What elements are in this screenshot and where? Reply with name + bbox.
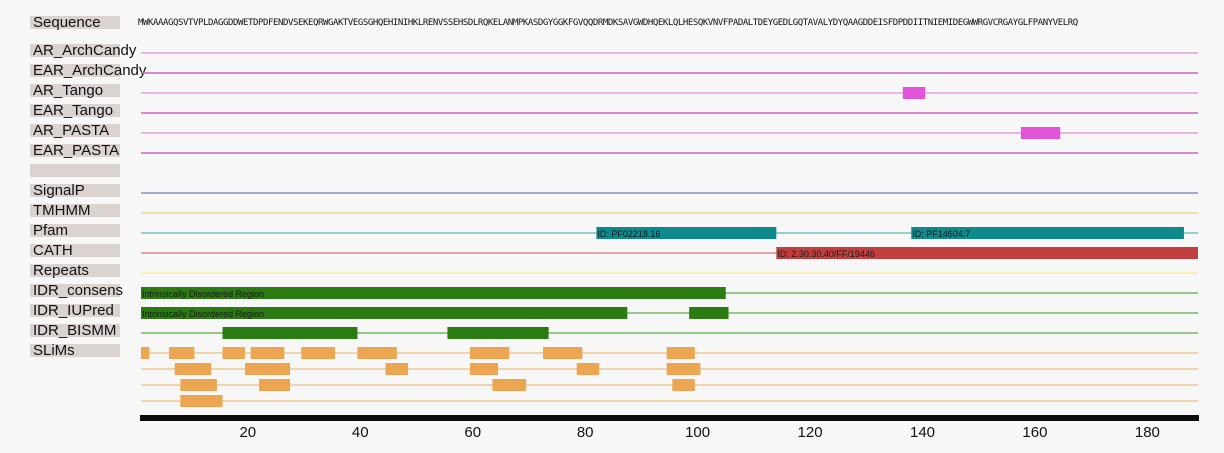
- axis-tick-140: 140: [910, 424, 935, 441]
- slim-0-8[interactable]: [666, 347, 695, 359]
- slim-1-2[interactable]: [385, 363, 409, 375]
- slim-0-5[interactable]: [357, 347, 397, 359]
- sequence-residues: MWKAAAGQSVTVPLDAGGDDWETDPDFENDVSEKEQRWGA…: [138, 18, 1078, 28]
- track-label-ar_tango: AR_Tango: [30, 83, 128, 98]
- feature-label-pfam-1: ID: PF14604.7: [912, 229, 970, 239]
- slim-0-3[interactable]: [250, 347, 285, 359]
- track-label-cath: CATH: [30, 243, 128, 258]
- axis-tick-160: 160: [1022, 424, 1047, 441]
- axis-tick-40: 40: [352, 424, 369, 441]
- axis-tick-80: 80: [577, 424, 594, 441]
- slim-0-7[interactable]: [542, 347, 583, 359]
- feature-idr_bismm-1[interactable]: [447, 327, 549, 339]
- axis-bar: [140, 415, 1199, 421]
- feature-idr_iupred-1[interactable]: [689, 307, 729, 319]
- feature-idr_consens-0[interactable]: [141, 287, 726, 299]
- feature-label-cath-0: ID: 2.30.30.40/FF/19446: [777, 249, 875, 259]
- slim-3-0[interactable]: [180, 395, 223, 407]
- track-label-idr_consens: IDR_consens: [30, 283, 128, 298]
- feature-pfam-0[interactable]: [596, 227, 777, 239]
- track-label-blank: [30, 163, 128, 178]
- feature-ar_tango-0[interactable]: [902, 87, 926, 99]
- track-label-idr_bismm: IDR_BISMM: [30, 323, 128, 338]
- sequence-label: Sequence: [30, 15, 128, 30]
- slim-0-2[interactable]: [222, 347, 246, 359]
- feature-idr_bismm-0[interactable]: [222, 327, 358, 339]
- feature-cath-0[interactable]: [776, 247, 1198, 259]
- track-label-ar_archcandy: AR_ArchCandy: [30, 43, 136, 58]
- axis-tick-100: 100: [685, 424, 710, 441]
- slim-1-0[interactable]: [174, 363, 212, 375]
- slim-2-2[interactable]: [492, 379, 527, 391]
- slim-1-3[interactable]: [469, 363, 499, 375]
- slim-2-3[interactable]: [672, 379, 695, 391]
- track-label-repeats: Repeats: [30, 263, 128, 278]
- feature-ar_pasta-0[interactable]: [1020, 127, 1061, 139]
- feature-pfam-1[interactable]: [911, 227, 1184, 239]
- track-label-ear_archcandy: EAR_ArchCandy: [30, 63, 146, 78]
- axis-tick-180: 180: [1135, 424, 1160, 441]
- slim-0-6[interactable]: [469, 347, 510, 359]
- track-label-ear_pasta: EAR_PASTA: [30, 143, 128, 158]
- track-label-signalp: SignalP: [30, 183, 128, 198]
- track-label-idr_iupred: IDR_IUPred: [30, 303, 128, 318]
- axis-tick-120: 120: [798, 424, 823, 441]
- feature-label-pfam-0: ID: PF02218.16: [597, 229, 660, 239]
- axis-tick-20: 20: [239, 424, 256, 441]
- track-label-slims: SLiMs: [30, 343, 128, 358]
- slim-0-4[interactable]: [301, 347, 335, 359]
- track-label-tmhmm: TMHMM: [30, 203, 128, 218]
- track-label-ar_pasta: AR_PASTA: [30, 123, 128, 138]
- track-label-ear_tango: EAR_Tango: [30, 103, 128, 118]
- feature-label-idr_iupred-0: Intrinsically Disordered Region: [142, 309, 264, 319]
- axis-tick-60: 60: [464, 424, 481, 441]
- slim-0-0[interactable]: [141, 347, 150, 359]
- feature-label-idr_consens-0: Intrinsically Disordered Region: [142, 289, 264, 299]
- slim-2-1[interactable]: [259, 379, 290, 391]
- slim-1-1[interactable]: [245, 363, 290, 375]
- slim-1-4[interactable]: [576, 363, 600, 375]
- track-label-pfam: Pfam: [30, 223, 128, 238]
- slim-2-0[interactable]: [180, 379, 217, 391]
- feature-idr_iupred-0[interactable]: [141, 307, 628, 319]
- slim-0-1[interactable]: [169, 347, 195, 359]
- slim-1-5[interactable]: [666, 363, 701, 375]
